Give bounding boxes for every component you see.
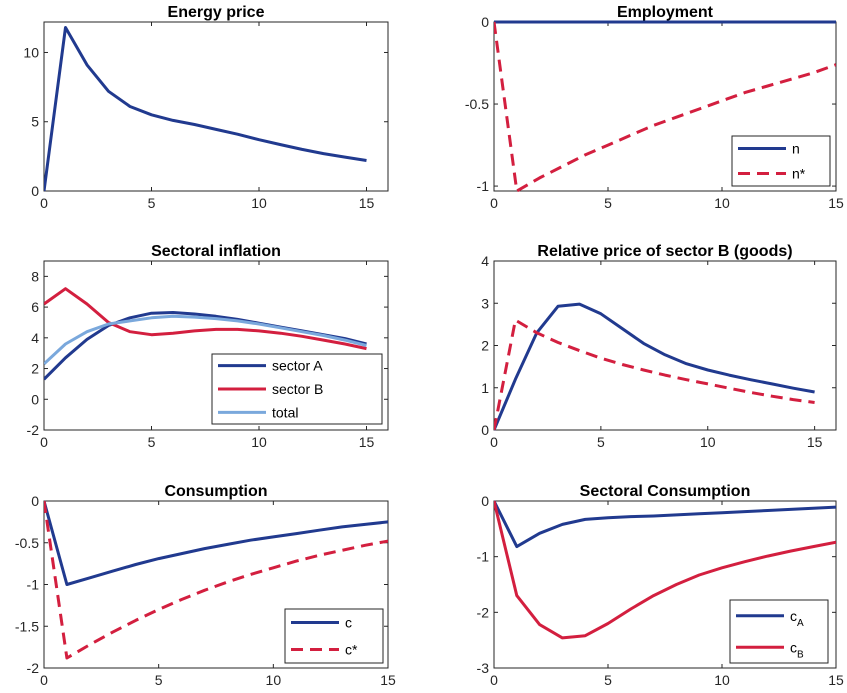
y-tick-label: 0 <box>31 183 39 199</box>
legend: c c* <box>284 608 384 664</box>
y-tick-label: 6 <box>31 299 39 315</box>
y-tick-label: 2 <box>31 361 39 377</box>
series-line-c- <box>44 500 388 660</box>
series-line-c-b <box>494 500 836 640</box>
series-line-n- <box>494 21 836 193</box>
x-tick-label: 10 <box>714 195 730 211</box>
legend-label-base: c <box>790 608 797 624</box>
panel-title: Energy price <box>168 4 265 21</box>
panel-title: Sectoral Consumption <box>580 483 751 500</box>
legend-label: c <box>345 615 352 631</box>
y-tick-label: 2 <box>481 338 489 354</box>
legend: sector A sector B total <box>211 353 383 425</box>
y-tick-label: -2 <box>477 604 490 620</box>
series-line-c-a <box>494 500 836 549</box>
panel-consumption: Consumption 0 5 10 15 0 -0.5 -1 -1.5 -2 c c* <box>15 483 396 688</box>
x-tick-label: 15 <box>828 195 844 211</box>
series-line-1 <box>494 302 815 431</box>
y-tick-label: 1 <box>481 380 489 396</box>
y-tick-label: -3 <box>477 660 490 676</box>
x-tick-label: 5 <box>148 195 156 211</box>
x-tick-label: 5 <box>148 434 156 450</box>
legend-label: cA <box>790 608 804 629</box>
y-tick-label: 8 <box>31 268 39 284</box>
y-tick-label: 4 <box>481 253 489 269</box>
series-line-c <box>44 500 388 586</box>
panel-title: Consumption <box>164 483 267 500</box>
series-line-1 <box>44 26 367 192</box>
y-tick-label: 4 <box>31 330 39 346</box>
x-tick-label: 5 <box>155 672 163 688</box>
x-tick-label: 0 <box>490 434 498 450</box>
x-tick-label: 15 <box>359 434 375 450</box>
y-tick-label: 0 <box>481 422 489 438</box>
legend-label: c* <box>345 642 358 658</box>
x-tick-label: 5 <box>604 195 612 211</box>
x-tick-label: 15 <box>359 195 375 211</box>
axes-box <box>43 21 389 192</box>
legend-box <box>731 135 831 187</box>
x-tick-label: 10 <box>700 434 716 450</box>
legend-label: cB <box>790 639 804 660</box>
legend-box <box>729 599 829 664</box>
panel-title: Employment <box>617 4 714 21</box>
x-tick-label: 10 <box>714 672 730 688</box>
x-tick-label: 0 <box>490 195 498 211</box>
legend: n n* <box>731 135 831 187</box>
legend-label: sector A <box>272 358 323 374</box>
y-tick-label: -1 <box>27 577 40 593</box>
x-tick-label: 0 <box>40 195 48 211</box>
panel-relative-price: Relative price of sector B (goods)0 5 10 15… <box>481 243 837 450</box>
y-tick-label: -1 <box>477 549 490 565</box>
legend-label-sub: A <box>797 618 804 629</box>
y-tick-label: 0 <box>481 14 489 30</box>
x-tick-label: 5 <box>597 434 605 450</box>
x-tick-label: 15 <box>380 672 396 688</box>
panel-employment: Employment 0 5 10 15 0 -0.5 -1 n n* <box>465 4 844 211</box>
y-tick-label: 0 <box>31 493 39 509</box>
x-tick-label: 0 <box>40 672 48 688</box>
y-tick-label: -1.5 <box>15 618 39 634</box>
x-tick-label: 5 <box>604 672 612 688</box>
x-tick-label: 10 <box>251 434 267 450</box>
y-tick-label: -2 <box>27 660 40 676</box>
series-line-2 <box>494 318 815 431</box>
y-tick-label: 0 <box>31 391 39 407</box>
legend-label: n* <box>792 166 806 182</box>
legend-label: n <box>792 141 800 157</box>
x-tick-label: 15 <box>828 672 844 688</box>
y-tick-label: -0.5 <box>15 535 39 551</box>
y-tick-label: -0.5 <box>465 96 489 112</box>
legend-label: sector B <box>272 381 323 397</box>
y-tick-label: 3 <box>481 295 489 311</box>
axes-box <box>43 260 389 431</box>
panel-title: Sectoral inflation <box>151 243 281 260</box>
axes-box <box>493 260 837 431</box>
axes-box <box>493 500 837 669</box>
x-tick-label: 10 <box>251 195 267 211</box>
y-tick-label: 5 <box>31 114 39 130</box>
panel-energy: Energy price 0 5 10 15 0 5 10 <box>23 4 389 211</box>
series-line-total <box>44 314 367 366</box>
legend-label: total <box>272 404 298 420</box>
y-tick-label: -1 <box>477 178 490 194</box>
x-tick-label: 10 <box>266 672 282 688</box>
x-tick-label: 0 <box>40 434 48 450</box>
legend-label-sub: B <box>797 649 804 660</box>
series-line-sector-b <box>44 287 367 351</box>
panel-title: Relative price of sector B (goods) <box>537 243 792 260</box>
y-tick-label: 0 <box>481 493 489 509</box>
legend-label-base: c <box>790 639 797 655</box>
y-tick-label: 10 <box>23 44 39 60</box>
legend-box <box>284 608 384 664</box>
x-tick-label: 0 <box>490 672 498 688</box>
y-tick-label: -2 <box>27 422 40 438</box>
x-tick-label: 15 <box>807 434 823 450</box>
